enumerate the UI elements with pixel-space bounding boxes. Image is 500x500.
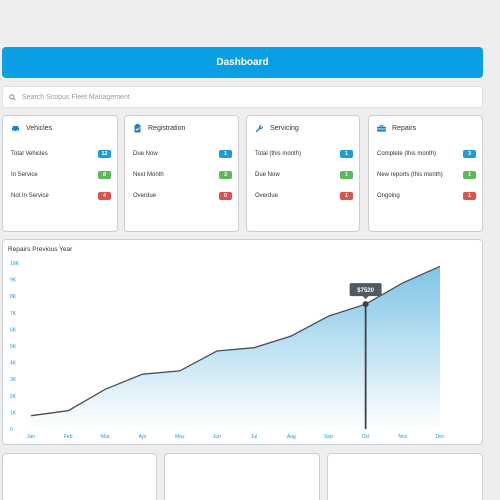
bottom-card-3: [327, 453, 483, 500]
search-input[interactable]: Search Scopus Fleet Management: [2, 86, 483, 108]
registration-card-title: Registration: [148, 124, 186, 132]
y-tick-label: 5K: [10, 344, 17, 350]
list-item[interactable]: Ongoing 1: [377, 185, 476, 206]
repairs-chart-card: Repairs Previous Year 0 1K 2K 3K 4K 5K 6K 7K 8K 9…: [2, 239, 483, 445]
toolbox-icon: [377, 124, 386, 133]
list-item[interactable]: In Service 8: [11, 164, 111, 185]
count-badge: 8: [98, 170, 111, 179]
x-tick-label: Dec: [436, 434, 445, 440]
count-badge: 1: [340, 191, 353, 200]
y-tick-label: 10K: [10, 261, 20, 267]
dashboard-header: Dashboard: [2, 47, 483, 78]
count-badge: 1: [219, 149, 232, 158]
car-icon: [11, 124, 20, 133]
y-tick-label: 6K: [10, 327, 17, 333]
y-tick-label: 2K: [10, 394, 17, 400]
clipboard-check-icon: [133, 123, 142, 133]
servicing-card[interactable]: Servicing Total (this month) 1 Due Now 1 O…: [246, 115, 360, 232]
count-badge: 1: [340, 170, 353, 179]
list-item[interactable]: Overdue 1: [255, 185, 353, 206]
x-tick-label: Nov: [398, 434, 407, 440]
x-tick-label: Jun: [213, 434, 221, 440]
count-badge: 12: [98, 149, 111, 158]
repairs-card-title: Repairs: [392, 124, 417, 132]
tooltip-label: $7520: [357, 288, 374, 294]
x-tick-label: Feb: [64, 434, 73, 440]
registration-card[interactable]: Registration Due Now 1 Next Month 3 Overdu…: [124, 115, 239, 232]
x-tick-label: Oct: [362, 434, 370, 440]
page-title: Dashboard: [216, 57, 269, 68]
count-badge: 3: [219, 170, 232, 179]
wrench-icon: [255, 124, 264, 133]
count-badge: 1: [340, 149, 353, 158]
y-tick-label: 1K: [10, 410, 17, 416]
x-tick-label: Sep: [324, 434, 333, 440]
vehicles-card-title: Vehicles: [26, 124, 53, 132]
x-tick-label: Apr: [139, 434, 147, 440]
count-badge: 3: [463, 149, 476, 158]
vehicles-card[interactable]: Vehicles Total Vehicles 12 In Service 8 No…: [2, 115, 118, 232]
list-item[interactable]: Complete (this month) 3: [377, 143, 476, 164]
count-badge: 0: [219, 191, 232, 200]
list-item[interactable]: New reports (this month) 1: [377, 164, 476, 185]
bottom-card-2: [164, 453, 320, 500]
tooltip-box: [349, 283, 382, 297]
servicing-card-title: Servicing: [270, 124, 299, 132]
y-tick-label: 7K: [10, 311, 17, 317]
list-item[interactable]: Total (this month) 1: [255, 143, 353, 164]
list-item[interactable]: Overdue 0: [133, 185, 232, 206]
list-item[interactable]: Not In Service 4: [11, 185, 111, 206]
count-badge: 1: [463, 191, 476, 200]
list-item[interactable]: Total Vehicles 12: [11, 143, 111, 164]
x-tick-label: May: [175, 434, 185, 440]
x-tick-label: Jan: [27, 434, 35, 440]
x-tick-label: Jul: [251, 434, 257, 440]
y-tick-label: 3K: [10, 377, 17, 383]
y-tick-label: 4K: [10, 361, 17, 367]
x-tick-label: Aug: [287, 434, 296, 440]
series-line: [30, 265, 441, 417]
y-tick-label: 8K: [10, 294, 17, 300]
search-placeholder: Search Scopus Fleet Management: [22, 93, 130, 101]
repairs-area-chart[interactable]: 0 1K 2K 3K 4K 5K 6K 7K 8K 9K 10K Jan Feb Mar Apr May Jun…: [3, 240, 482, 444]
repairs-card[interactable]: Repairs Complete (this month) 3 New repor…: [368, 115, 483, 232]
y-tick-label: 9K: [10, 278, 17, 284]
data-point: [362, 301, 369, 308]
search-icon: [9, 93, 16, 101]
chart-title: Repairs Previous Year: [8, 246, 73, 253]
area-fill: [31, 266, 440, 429]
list-item[interactable]: Due Now 1: [255, 164, 353, 185]
y-tick-label: 0: [10, 427, 13, 433]
list-item[interactable]: Next Month 3: [133, 164, 232, 185]
count-badge: 4: [98, 191, 111, 200]
bottom-card-1: [2, 453, 157, 500]
count-badge: 1: [463, 170, 476, 179]
list-item[interactable]: Due Now 1: [133, 143, 232, 164]
x-tick-label: Mar: [101, 434, 110, 440]
tooltip-pointer: [362, 296, 369, 300]
